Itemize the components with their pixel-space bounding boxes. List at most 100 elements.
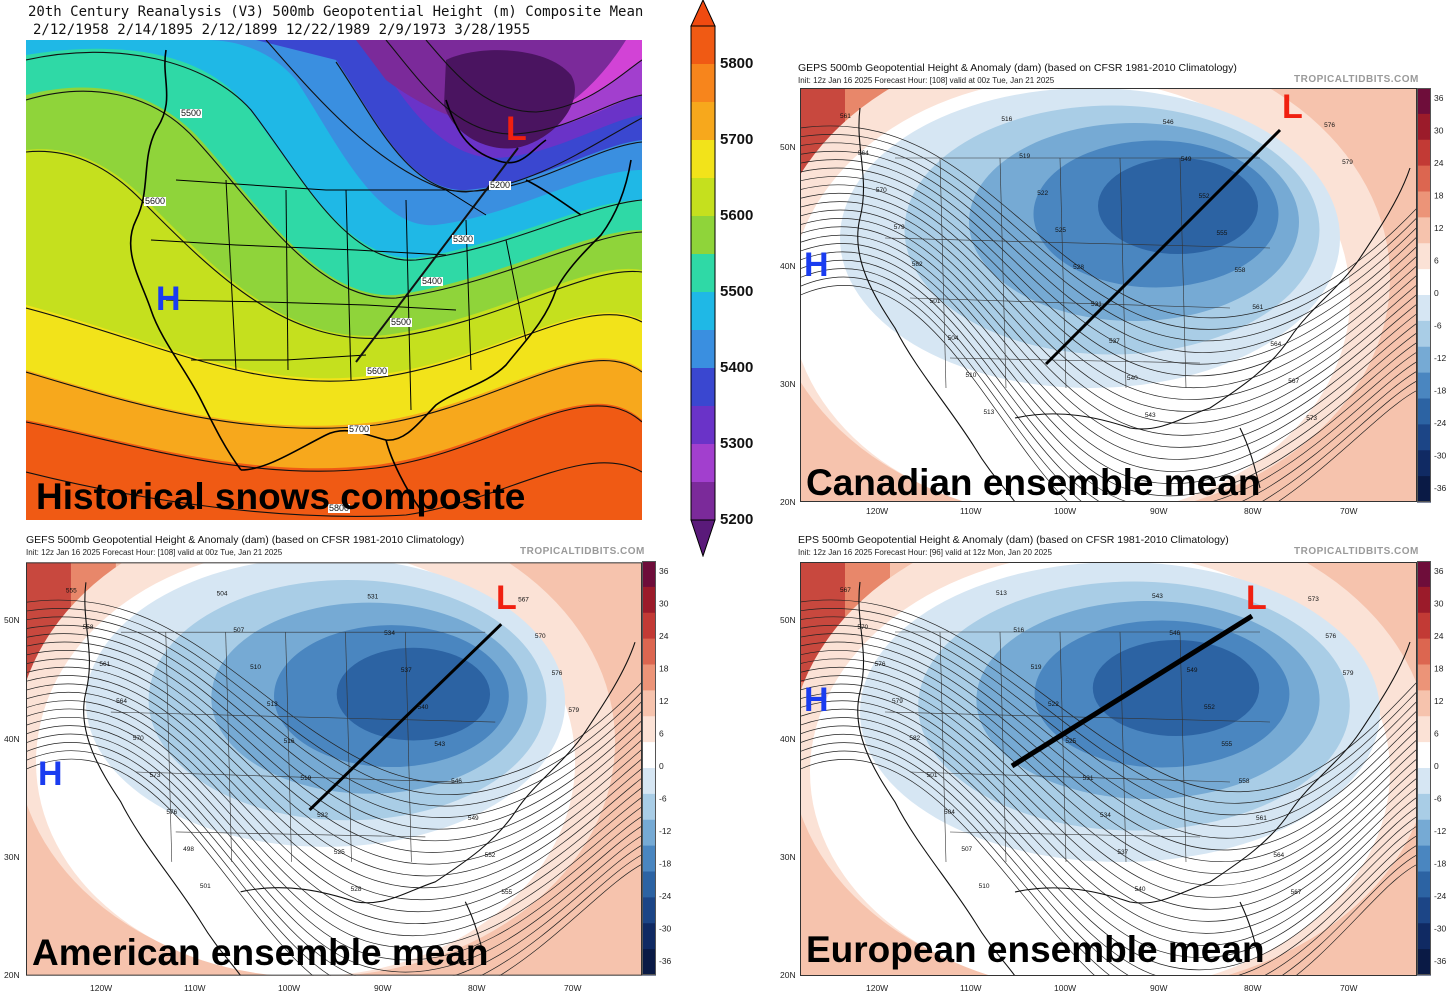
colorbar-tick-label: 36 <box>659 566 669 576</box>
colorbar-tick-label: 6 <box>1434 729 1439 739</box>
height-contour <box>800 641 1417 851</box>
height-contour <box>800 268 1417 502</box>
colorbar-swatch <box>1417 243 1431 270</box>
colorbar-swatch <box>642 923 656 950</box>
contour-value-label: 579 <box>894 224 905 231</box>
contour-value-label: 513 <box>983 409 994 416</box>
colorbar-swatch <box>642 638 656 665</box>
gefs-panel: GEFS 500mb Geopotential Height & Anomaly… <box>0 531 680 997</box>
state-border <box>884 237 1271 249</box>
colorbar-tick-label: 24 <box>1434 631 1444 641</box>
contour-value-label: 522 <box>1048 701 1059 708</box>
colorbar-swatch <box>1417 113 1431 141</box>
contour-value-label: 543 <box>1152 593 1163 600</box>
trough-axis-line <box>1044 128 1282 366</box>
state-border <box>285 632 292 862</box>
contour-value-label: 537 <box>1109 338 1120 345</box>
west-coastline <box>857 107 1016 502</box>
contour-value-label: 504 <box>948 335 959 342</box>
colorbar-swatch <box>1417 398 1431 425</box>
colorbar-tick-label: 18 <box>659 664 669 674</box>
height-contour <box>26 641 642 842</box>
height-contour <box>800 260 1417 502</box>
east-coastline <box>1014 641 1411 904</box>
height-contour <box>800 599 1417 792</box>
eps-map: 567 570 576 579 582 501 504 507 510 513 516 519 522 5… <box>800 562 1417 976</box>
map-title: GEFS 500mb Geopotential Height & Anomaly… <box>26 534 465 546</box>
trough-axis-line <box>1010 613 1254 769</box>
colorbar-tick-label: 18 <box>1434 664 1444 674</box>
historical-contour-label: 5600 <box>144 196 167 206</box>
contour-value-label: 552 <box>1199 193 1210 200</box>
height-contour <box>800 218 1417 448</box>
lat-label: 20N <box>4 970 20 980</box>
height-contour <box>800 142 1417 342</box>
height-contour <box>800 692 1417 922</box>
colorbar-label: 5300 <box>720 435 754 452</box>
colorbar-top-arrow <box>690 0 716 27</box>
colorbar-tick-label: -24 <box>1434 891 1447 901</box>
map-init: Init: 12z Jan 16 2025 Forecast Hour: [96… <box>798 548 1052 557</box>
colorbar-tick-label: 6 <box>1434 256 1439 266</box>
colorbar-swatch <box>1417 165 1431 192</box>
height-contour <box>800 285 1417 502</box>
contour-value-label: 516 <box>1001 116 1012 123</box>
height-contour <box>800 750 1417 976</box>
height-contour <box>800 759 1417 976</box>
gefs-caption: American ensemble mean <box>32 932 489 973</box>
state-border <box>110 711 496 723</box>
colorbar-label: 5200 <box>720 511 754 528</box>
contour-value-label: 510 <box>979 883 990 890</box>
contour-value-label: 507 <box>233 627 244 634</box>
colorbar-tick-label: 30 <box>1434 126 1444 136</box>
lon-label: 70W <box>1340 983 1358 993</box>
contour-value-label: 537 <box>401 667 412 674</box>
height-contour <box>800 658 1417 874</box>
lon-label: 90W <box>374 983 392 993</box>
contour-value-label: 558 <box>1234 267 1245 274</box>
colorbar-tick-label: 6 <box>659 729 664 739</box>
contour-value-label: 501 <box>200 883 211 890</box>
contour-value-label: 522 <box>317 812 328 819</box>
contour-value-label: 564 <box>858 150 869 157</box>
historical-contour-label: 5700 <box>348 424 371 434</box>
contour-value-label: 573 <box>1308 596 1319 603</box>
state-border <box>1179 631 1187 863</box>
florida-outline <box>1239 901 1261 963</box>
gefs-map: 555 558 561 564 570 573 576 498 501 504 507 510 513 5… <box>26 562 642 976</box>
colorbar-swatch <box>642 871 656 898</box>
historical-contour-label: 5500 <box>180 108 203 118</box>
state-border <box>1059 157 1067 389</box>
colorbar-label: 5400 <box>720 359 754 376</box>
map-frame <box>800 88 1417 502</box>
lon-label: 90W <box>1150 983 1168 993</box>
lon-label: 80W <box>468 983 486 993</box>
contour-value-label: 576 <box>875 661 886 668</box>
geps-panel: GEPS 500mb Geopotential Height & Anomaly… <box>776 58 1456 518</box>
contour-value-label: 507 <box>961 846 972 853</box>
contour-value-label: 513 <box>996 590 1007 597</box>
colorbar-label: 5800 <box>720 55 754 72</box>
contour-value-label: 543 <box>434 741 445 748</box>
anomaly-colorbar-svg: 36 30 24 18 12 6 0 -6 -12 -18 -24 -30 -36 <box>1417 561 1447 976</box>
colorbar-swatch <box>642 690 656 717</box>
map-init: Init: 12z Jan 16 2025 Forecast Hour: [10… <box>798 76 1055 85</box>
contour-value-label: 570 <box>876 187 887 194</box>
watermark: TROPICALTIDBITS.COM <box>1294 546 1419 557</box>
contour-value-label: 555 <box>1221 741 1232 748</box>
geps-low-marker: L <box>1282 88 1303 126</box>
coastline-outline <box>129 49 632 511</box>
colorbar-swatch <box>1417 923 1431 950</box>
contour-value-label: 540 <box>1127 375 1138 382</box>
map-title: EPS 500mb Geopotential Height & Anomaly … <box>798 534 1229 546</box>
contour-value-label: 522 <box>1037 190 1048 197</box>
anomaly-colorbar: 36 30 24 18 12 6 0 -6 -12 -18 -24 -30 -36 <box>642 561 682 981</box>
contour-value-label: 534 <box>384 630 395 637</box>
colorbar-tick-label: -12 <box>1434 353 1447 363</box>
colorbar-label: 5600 <box>720 207 754 224</box>
low-center-fill <box>444 50 575 149</box>
height-contour <box>26 725 642 961</box>
contour-value-label: 567 <box>1291 889 1302 896</box>
contour-value-label: 531 <box>1091 301 1102 308</box>
contour-value-label: 564 <box>116 698 127 705</box>
